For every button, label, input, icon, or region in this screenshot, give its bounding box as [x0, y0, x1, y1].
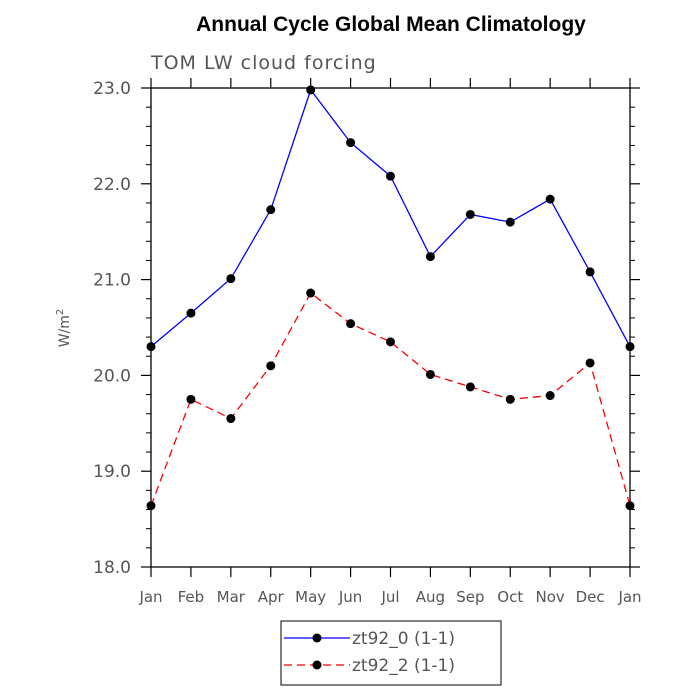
legend-label-1: zt92_0 (1-1)	[352, 629, 455, 649]
x-tick-label: Sep	[456, 588, 484, 606]
y-tick-label: 21.0	[93, 271, 131, 291]
series-line-2	[150, 292, 631, 506]
series-2-point	[386, 337, 395, 347]
x-tick-label: May	[295, 588, 326, 606]
y-tick-label: 20.0	[93, 366, 131, 386]
series-1-point	[386, 171, 395, 181]
series-2-point	[146, 501, 156, 511]
series-1-point	[146, 342, 156, 352]
series-1-point	[545, 194, 555, 204]
y-tick-labels: 18.0 19.0 20.0 21.0 22.0 23.0	[93, 79, 131, 578]
series-2-point	[186, 394, 196, 404]
series-2-point	[625, 501, 635, 511]
series-2-point	[306, 288, 316, 298]
series-2-point	[545, 391, 555, 401]
y-tick-label: 23.0	[93, 79, 131, 99]
series-2-point	[346, 319, 356, 329]
x-tick-label: Dec	[576, 588, 605, 606]
x-tick-label: Nov	[536, 588, 565, 606]
y-tick-label: 22.0	[93, 175, 131, 195]
x-tick-label: Jun	[338, 588, 362, 606]
x-tick-label: Apr	[258, 588, 285, 606]
series-2-point	[226, 414, 236, 424]
series-1-point	[306, 85, 316, 95]
series-1-point	[465, 209, 475, 219]
y-axis-label-base: W/m	[57, 315, 73, 347]
legend: zt92_0 (1-1) zt92_2 (1-1)	[280, 620, 502, 686]
y-axis-label-superscript: 2	[55, 309, 66, 315]
series-1-point	[425, 252, 435, 262]
legend-box	[280, 620, 502, 686]
series-1-point	[585, 267, 595, 277]
y-axis-label: W/m2	[55, 309, 73, 348]
series-1-point	[266, 205, 276, 215]
series-1-point	[505, 217, 515, 227]
series-2-point	[266, 361, 276, 371]
series-line-1	[150, 88, 631, 348]
svg-text:W/m2: W/m2	[55, 309, 73, 348]
x-tick-label: Feb	[178, 588, 205, 606]
series-2-point	[585, 358, 595, 368]
series-2-point	[505, 394, 515, 404]
chart-subtitle: TOM LW cloud forcing	[150, 52, 377, 74]
x-tick-label: Mar	[217, 588, 246, 606]
series-1-point	[625, 342, 635, 352]
series-1-point	[346, 138, 356, 148]
y-tick-label: 18.0	[93, 558, 131, 578]
series-1-point	[226, 274, 236, 284]
legend-label-2: zt92_2 (1-1)	[352, 656, 455, 676]
y-tick-label: 19.0	[93, 462, 131, 482]
x-tick-label: Jan	[138, 588, 162, 606]
chart-title: Annual Cycle Global Mean Climatology	[196, 13, 586, 36]
series-2-point	[465, 382, 475, 392]
x-tick-label: Jan	[617, 588, 641, 606]
x-tick-label: Jul	[380, 588, 399, 606]
series-group	[146, 85, 635, 511]
series-2-point	[425, 369, 435, 379]
axis-ticks	[141, 78, 640, 577]
legend-marker-2	[312, 660, 322, 670]
x-tick-labels: Jan Feb Mar Apr May Jun Jul Aug Sep Oct Nov Dec Jan	[138, 588, 641, 606]
x-tick-label: Oct	[497, 588, 523, 606]
x-tick-label: Aug	[416, 588, 445, 606]
plot-frame	[150, 87, 631, 568]
legend-marker-1	[312, 633, 322, 643]
series-1-point	[186, 308, 196, 318]
